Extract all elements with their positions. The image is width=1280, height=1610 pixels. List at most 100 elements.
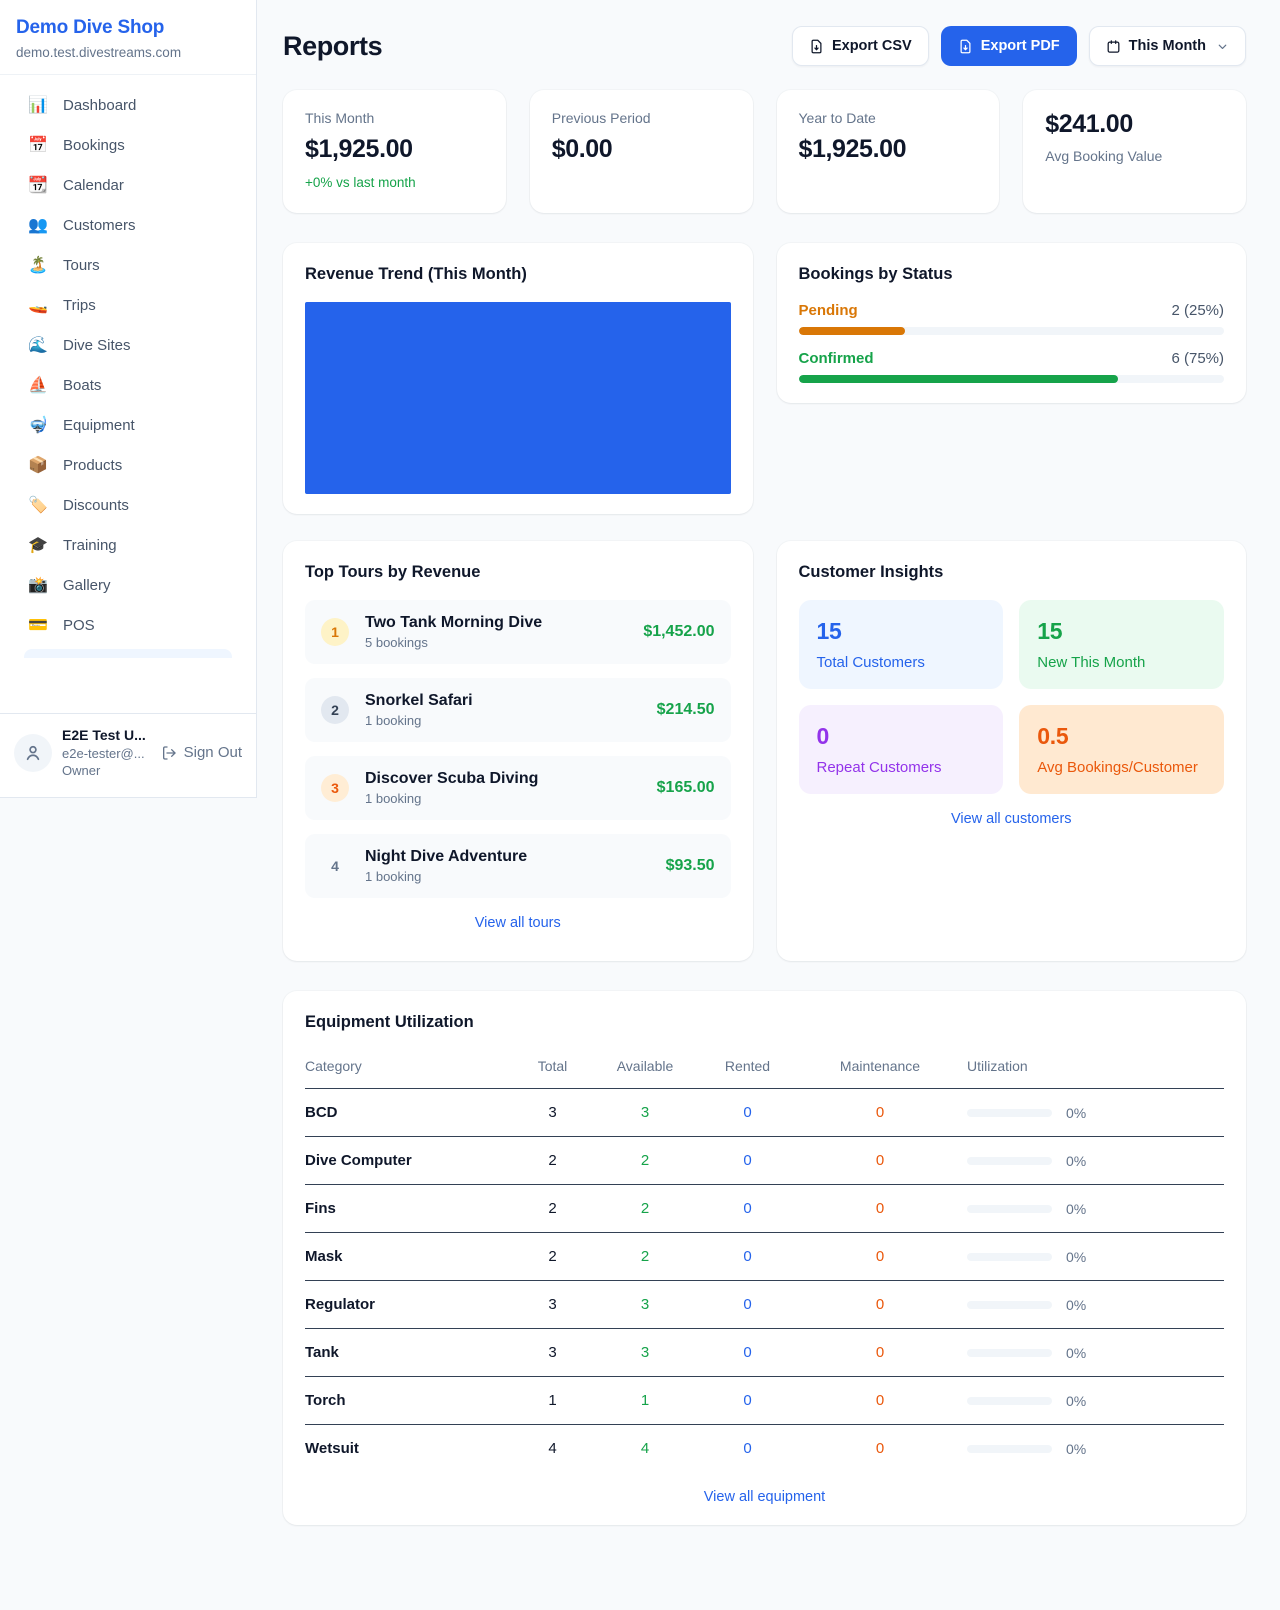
tile-repeat-customers: 0 Repeat Customers — [798, 705, 1004, 794]
revenue-trend-chart — [305, 302, 731, 494]
column-header-available: Available — [600, 1050, 690, 1089]
sidebar-item-label: Boats — [63, 377, 102, 394]
stat-label: Year to Date — [798, 110, 876, 126]
shop-domain: demo.test.divestreams.com — [16, 45, 182, 60]
tour-name: Night Dive Adventure — [365, 848, 528, 865]
tour-name: Discover Scuba Diving — [365, 770, 539, 787]
top-tours-card: Top Tours by Revenue 1 Two Tank Morning … — [283, 541, 753, 961]
export-pdf-button[interactable]: Export PDF — [940, 26, 1077, 66]
sidebar-item-calendar[interactable]: 📆 Calendar — [12, 169, 244, 202]
tour-amount: $1,452.00 — [643, 623, 715, 640]
sidebar-item-label: Bookings — [63, 137, 125, 154]
sign-out-button[interactable]: Sign Out — [161, 744, 242, 761]
utilization-percent: 0% — [1066, 1392, 1087, 1409]
cell-maintenance: 0 — [805, 1280, 955, 1329]
period-select[interactable]: This Month — [1088, 26, 1246, 66]
sidebar-item-dive-sites[interactable]: 🌊 Dive Sites — [12, 329, 244, 362]
sidebar-item-label: Dive Sites — [63, 337, 131, 354]
table-row: Mask 2 2 0 0 0% — [305, 1232, 1224, 1281]
equipment-utilization-title: Equipment Utilization — [305, 1013, 474, 1031]
table-row: Tank 3 3 0 0 0% — [305, 1328, 1224, 1377]
tile-label: Repeat Customers — [816, 759, 942, 776]
insights-row: Top Tours by Revenue 1 Two Tank Morning … — [283, 541, 1246, 961]
table-row: Fins 2 2 0 0 0% — [305, 1184, 1224, 1233]
sidebar-item-active-partial[interactable] — [24, 649, 232, 658]
export-csv-button[interactable]: Export CSV — [791, 26, 929, 66]
sidebar-item-training[interactable]: 🎓 Training — [12, 529, 244, 562]
user-name: E2E Test U... — [62, 727, 146, 744]
sidebar-item-gallery[interactable]: 📸 Gallery — [12, 569, 244, 602]
sidebar-item-tours[interactable]: 🏝️ Tours — [12, 249, 244, 282]
cell-rented: 0 — [690, 1088, 805, 1137]
shop-header: Demo Dive Shop demo.test.divestreams.com — [0, 0, 256, 75]
calendar-icon: 📆 — [28, 176, 48, 194]
tile-label: New This Month — [1037, 654, 1146, 671]
cell-category: Wetsuit — [305, 1440, 359, 1457]
sign-out-icon — [162, 745, 176, 760]
customer-insights-title: Customer Insights — [798, 563, 944, 581]
table-row: Regulator 3 3 0 0 0% — [305, 1280, 1224, 1329]
sidebar-item-discounts[interactable]: 🏷️ Discounts — [12, 489, 244, 522]
cell-utilization: 0% — [955, 1184, 1224, 1233]
cell-category: Dive Computer — [305, 1136, 505, 1185]
person-icon — [26, 745, 40, 760]
sidebar-item-customers[interactable]: 👥 Customers — [12, 209, 244, 242]
avatar — [14, 733, 52, 772]
cell-rented: 0 — [690, 1232, 805, 1281]
tile-value: 0.5 — [1037, 723, 1069, 749]
charts-row: Revenue Trend (This Month) Bookings by S… — [283, 243, 1246, 514]
sidebar-item-trips[interactable]: 🚤 Trips — [12, 289, 244, 322]
header-actions: Export CSV Export PDF This Month — [791, 26, 1246, 66]
status-bar-fill-confirmed — [798, 375, 1118, 383]
page-title: Reports — [283, 30, 383, 61]
sidebar-item-label: Tours — [63, 257, 100, 274]
sidebar-item-bookings[interactable]: 📅 Bookings — [12, 129, 244, 162]
sidebar-item-dashboard[interactable]: 📊 Dashboard — [12, 89, 244, 122]
sidebar-item-label: Trips — [63, 297, 96, 314]
cell-utilization: 0% — [955, 1088, 1224, 1137]
discounts-icon: 🏷️ — [28, 496, 48, 514]
cell-total: 2 — [505, 1232, 600, 1281]
cell-available: 3 — [600, 1328, 690, 1377]
stat-label: This Month — [305, 110, 375, 126]
tour-list-item: 2 Snorkel Safari 1 booking $214.50 — [305, 678, 731, 742]
column-header-utilization: Utilization — [955, 1050, 1224, 1089]
page-header: Reports Export CSV Export PDF This Month — [283, 26, 1246, 66]
cell-category: BCD — [305, 1088, 505, 1137]
view-all-tours-link[interactable]: View all tours — [474, 915, 561, 931]
tile-label: Total Customers — [816, 654, 925, 671]
sidebar-item-equipment[interactable]: 🤿 Equipment — [12, 409, 244, 442]
view-all-equipment-link[interactable]: View all equipment — [703, 1489, 826, 1505]
utilization-percent: 0% — [1066, 1104, 1087, 1121]
cell-maintenance: 0 — [805, 1328, 955, 1377]
sidebar-item-pos[interactable]: 💳 POS — [12, 609, 244, 642]
cell-category: Fins — [305, 1184, 505, 1233]
sidebar-item-products[interactable]: 📦 Products — [12, 449, 244, 482]
view-all-customers-link[interactable]: View all customers — [950, 811, 1072, 827]
cell-utilization: 0% — [955, 1232, 1224, 1281]
cell-total: 3 — [505, 1328, 600, 1377]
user-role: Owner — [62, 762, 101, 778]
bookings-icon: 📅 — [28, 136, 48, 154]
cell-total: 2 — [505, 1136, 600, 1185]
stat-label: Avg Booking Value — [1045, 148, 1163, 164]
status-bar-track — [798, 327, 1224, 335]
sidebar-item-boats[interactable]: ⛵ Boats — [12, 369, 244, 402]
cell-utilization: 0% — [955, 1328, 1224, 1377]
stat-card-this-month: This Month $1,925.00 +0% vs last month — [283, 90, 506, 213]
column-header-maintenance: Maintenance — [805, 1050, 955, 1089]
tour-amount: $214.50 — [656, 701, 715, 718]
tours-icon: 🏝️ — [28, 256, 48, 274]
stat-card-year-to-date: Year to Date $1,925.00 — [776, 90, 1000, 213]
utilization-bar-track — [967, 1396, 1052, 1405]
tile-value: 15 — [1037, 618, 1063, 644]
cell-utilization: 0% — [955, 1136, 1224, 1185]
rank-badge: 4 — [331, 858, 339, 874]
table-row: Torch 1 1 0 0 0% — [305, 1376, 1224, 1425]
stat-delta: +0% vs last month — [305, 175, 416, 190]
bookings-by-status-card: Bookings by Status Pending 2 (25%) Confi… — [776, 243, 1246, 403]
utilization-percent: 0% — [1066, 1296, 1087, 1313]
status-bar-track — [798, 375, 1224, 383]
cell-rented: 0 — [690, 1376, 805, 1425]
tour-bookings: 1 booking — [365, 713, 422, 728]
